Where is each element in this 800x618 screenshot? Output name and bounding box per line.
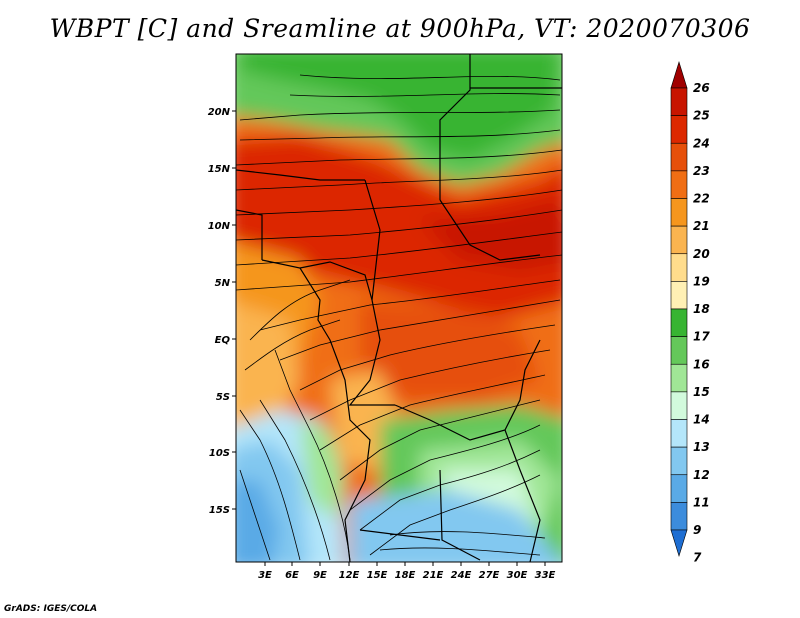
colorbar-cell — [670, 336, 688, 365]
lat-label-10n: 10N — [208, 221, 231, 232]
colorbar-cell — [670, 308, 688, 337]
chart-title: WBPT [C] and Sreamline at 900hPa, VT: 20… — [49, 14, 751, 43]
colorbar-cell — [670, 198, 688, 227]
colorbar-label: 11 — [693, 495, 710, 509]
colorbar-cell — [670, 225, 688, 255]
colorbar-cell — [670, 87, 688, 116]
lon-label-15e: 15E — [367, 570, 388, 581]
colorbar-cell — [670, 142, 688, 172]
colorbar-label: 17 — [693, 330, 710, 344]
colorbar-cap-top — [670, 60, 688, 89]
colorbar-cell — [670, 363, 688, 393]
lat-label-5n: 5N — [215, 278, 231, 289]
borders — [236, 54, 562, 562]
colorbar-cell — [670, 419, 688, 448]
lat-label-5s: 5S — [216, 392, 230, 403]
lon-label-21e: 21E — [423, 570, 444, 581]
lon-axis: 3E 6E 9E 12E 15E 18E 21E 24E 27E 30E 33E — [258, 562, 556, 581]
colorbar-cell — [670, 446, 688, 476]
colorbar-cell — [670, 391, 688, 420]
colorbar-label: 7 — [693, 551, 702, 565]
colorbar-cap-bottom — [670, 529, 688, 558]
colorbar-cell — [670, 474, 688, 503]
colorbar-cell — [670, 253, 688, 282]
lon-label-27e: 27E — [479, 570, 500, 581]
colorbar-label: 15 — [693, 385, 710, 399]
colorbar-label: 19 — [693, 274, 710, 288]
colorbar-label: 24 — [693, 136, 710, 150]
lat-label-15s: 15S — [209, 505, 230, 516]
colorbar-label: 22 — [693, 192, 710, 206]
map-frame — [235, 53, 563, 563]
lat-label-20n: 20N — [208, 107, 231, 118]
colorbar-label: 20 — [693, 247, 710, 261]
lon-label-18e: 18E — [395, 570, 416, 581]
lon-label-30e: 30E — [507, 570, 528, 581]
colorbar-label: 23 — [693, 164, 710, 178]
lon-label-33e: 33E — [535, 570, 556, 581]
lon-label-6e: 6E — [285, 570, 299, 581]
lon-label-24e: 24E — [451, 570, 472, 581]
wbpt-field — [236, 54, 562, 562]
colorbar-label: 16 — [693, 357, 710, 371]
lat-axis: 20N 15N 10N 5N EQ 5S 10S 15S — [208, 107, 236, 516]
lat-label-10s: 10S — [209, 448, 230, 459]
colorbar-label: 26 — [693, 81, 710, 95]
colorbar-label: 18 — [693, 302, 710, 316]
colorbar-cell — [670, 502, 688, 531]
colorbar-cell — [670, 115, 688, 144]
grads-credit: GrADS: IGES/COLA — [4, 604, 98, 614]
lon-label-12e: 12E — [339, 570, 360, 581]
colorbar-label: 12 — [693, 468, 710, 482]
colorbar-label: 9 — [693, 523, 701, 537]
lat-label-eq: EQ — [215, 335, 231, 346]
colorbar-label: 21 — [693, 219, 710, 233]
colorbar-label: 25 — [693, 109, 710, 123]
colorbar-label: 14 — [693, 413, 710, 427]
lon-label-3e: 3E — [258, 570, 272, 581]
lat-label-15n: 15N — [208, 164, 231, 175]
colorbar-label: 13 — [693, 440, 710, 454]
colorbar-cell — [670, 281, 688, 310]
lon-label-9e: 9E — [313, 570, 327, 581]
colorbar-cell — [670, 170, 688, 199]
